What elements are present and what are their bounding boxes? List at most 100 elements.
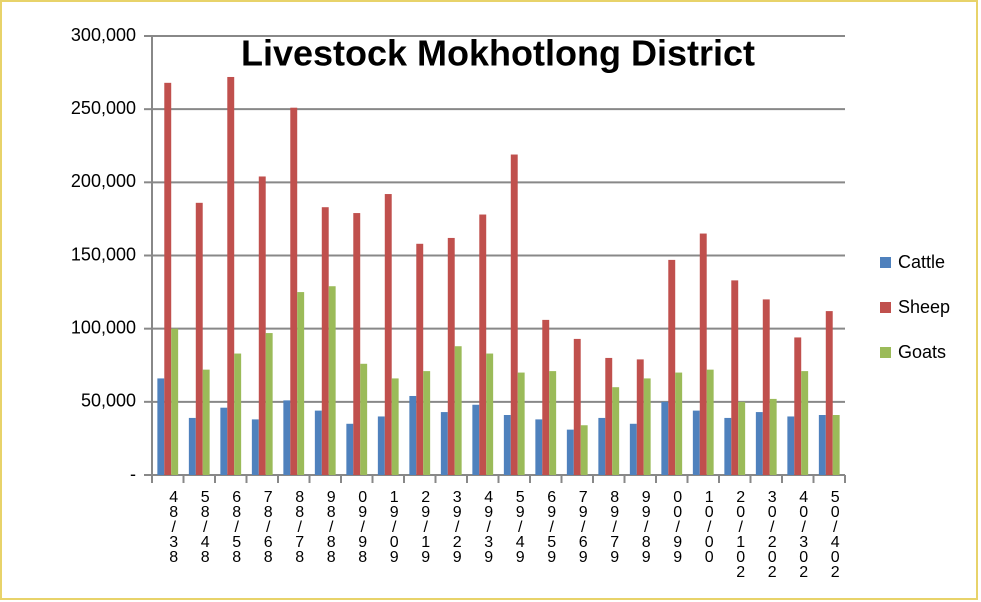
bar xyxy=(321,207,329,475)
bar xyxy=(769,398,777,475)
x-tick-label: 00/99 xyxy=(669,489,686,564)
bar xyxy=(234,353,242,475)
bar xyxy=(825,311,833,475)
bar xyxy=(440,412,448,475)
x-tick-label: 69/59 xyxy=(543,489,560,564)
bar xyxy=(794,337,802,475)
x-tick-label: 89/79 xyxy=(606,489,623,564)
bar xyxy=(290,107,298,475)
bar xyxy=(479,214,487,475)
bar xyxy=(731,280,739,475)
bar xyxy=(636,359,644,475)
bar xyxy=(328,286,336,475)
bar xyxy=(605,357,613,475)
bar xyxy=(598,417,606,475)
bar xyxy=(346,423,354,475)
bar xyxy=(360,363,368,475)
bar xyxy=(220,407,228,475)
x-tick-label: 99/89 xyxy=(638,489,655,564)
x-tick-label: 39/29 xyxy=(449,489,466,564)
bar xyxy=(314,410,322,475)
bar xyxy=(801,371,809,475)
x-tick-label: 48/38 xyxy=(165,489,182,564)
bar xyxy=(283,400,291,475)
x-tick-label: 29/19 xyxy=(417,489,434,564)
x-tick-label: 20/102 xyxy=(732,489,749,579)
bar xyxy=(251,419,259,475)
bar xyxy=(818,415,826,475)
bar xyxy=(535,419,543,475)
bar xyxy=(724,417,732,475)
bar xyxy=(353,213,361,475)
bar xyxy=(675,372,683,475)
y-tick-label: 150,000 xyxy=(71,244,136,264)
bar xyxy=(486,353,494,475)
x-tick-label: 59/49 xyxy=(512,489,529,564)
bar xyxy=(503,415,511,475)
bar xyxy=(447,237,455,475)
y-tick-label: - xyxy=(130,464,136,484)
legend-swatch xyxy=(880,347,891,358)
legend-swatch xyxy=(880,302,891,313)
bar xyxy=(454,346,462,475)
bar xyxy=(377,416,385,475)
bar xyxy=(661,401,669,475)
bar xyxy=(416,243,424,475)
bar xyxy=(517,372,525,475)
bar xyxy=(258,176,266,476)
legend-swatch xyxy=(880,257,891,268)
bar xyxy=(566,429,574,475)
bar xyxy=(157,378,165,475)
bar xyxy=(202,369,210,475)
x-tick-label: 68/58 xyxy=(228,489,245,564)
bar xyxy=(832,415,840,475)
y-tick-label: 50,000 xyxy=(81,391,136,411)
bar xyxy=(580,425,588,475)
bar xyxy=(384,194,392,476)
legend-label: Sheep xyxy=(898,297,950,317)
bar xyxy=(573,338,581,475)
bar xyxy=(171,328,179,475)
bar xyxy=(297,292,305,475)
bar xyxy=(612,387,620,475)
bar xyxy=(391,378,399,475)
x-tick-label: 30/202 xyxy=(764,489,781,579)
bar xyxy=(188,417,196,475)
bar xyxy=(195,202,203,475)
y-tick-label: 300,000 xyxy=(71,25,136,45)
bar xyxy=(643,378,651,475)
y-tick-label: 250,000 xyxy=(71,98,136,118)
bar xyxy=(472,404,480,475)
bar xyxy=(692,410,700,475)
bar xyxy=(762,299,770,475)
bar xyxy=(738,401,746,475)
y-tick-label: 200,000 xyxy=(71,171,136,191)
x-tick-label: 19/09 xyxy=(386,489,403,564)
x-tick-label: 58/48 xyxy=(197,489,214,564)
x-tick-label: 40/302 xyxy=(795,489,812,579)
x-tick-label: 79/69 xyxy=(575,489,592,564)
x-tick-label: 10/00 xyxy=(701,489,718,564)
x-tick-label: 98/88 xyxy=(323,489,340,564)
bar xyxy=(423,371,431,475)
bar xyxy=(265,333,273,475)
bar xyxy=(755,412,763,475)
x-tick-label: 09/98 xyxy=(354,489,371,564)
bar xyxy=(629,423,637,475)
bar xyxy=(510,154,518,475)
x-tick-label: 88/78 xyxy=(291,489,308,564)
bar xyxy=(164,82,172,476)
x-tick-label: 49/39 xyxy=(480,489,497,564)
bar xyxy=(409,395,417,475)
bar xyxy=(227,76,235,476)
legend-label: Goats xyxy=(898,342,946,362)
bar xyxy=(549,371,557,475)
chart-title: Livestock Mokhotlong District xyxy=(241,33,755,74)
bar xyxy=(706,369,714,475)
bar xyxy=(668,259,676,475)
bar xyxy=(542,319,550,475)
legend-label: Cattle xyxy=(898,252,945,272)
y-tick-label: 100,000 xyxy=(71,317,136,337)
